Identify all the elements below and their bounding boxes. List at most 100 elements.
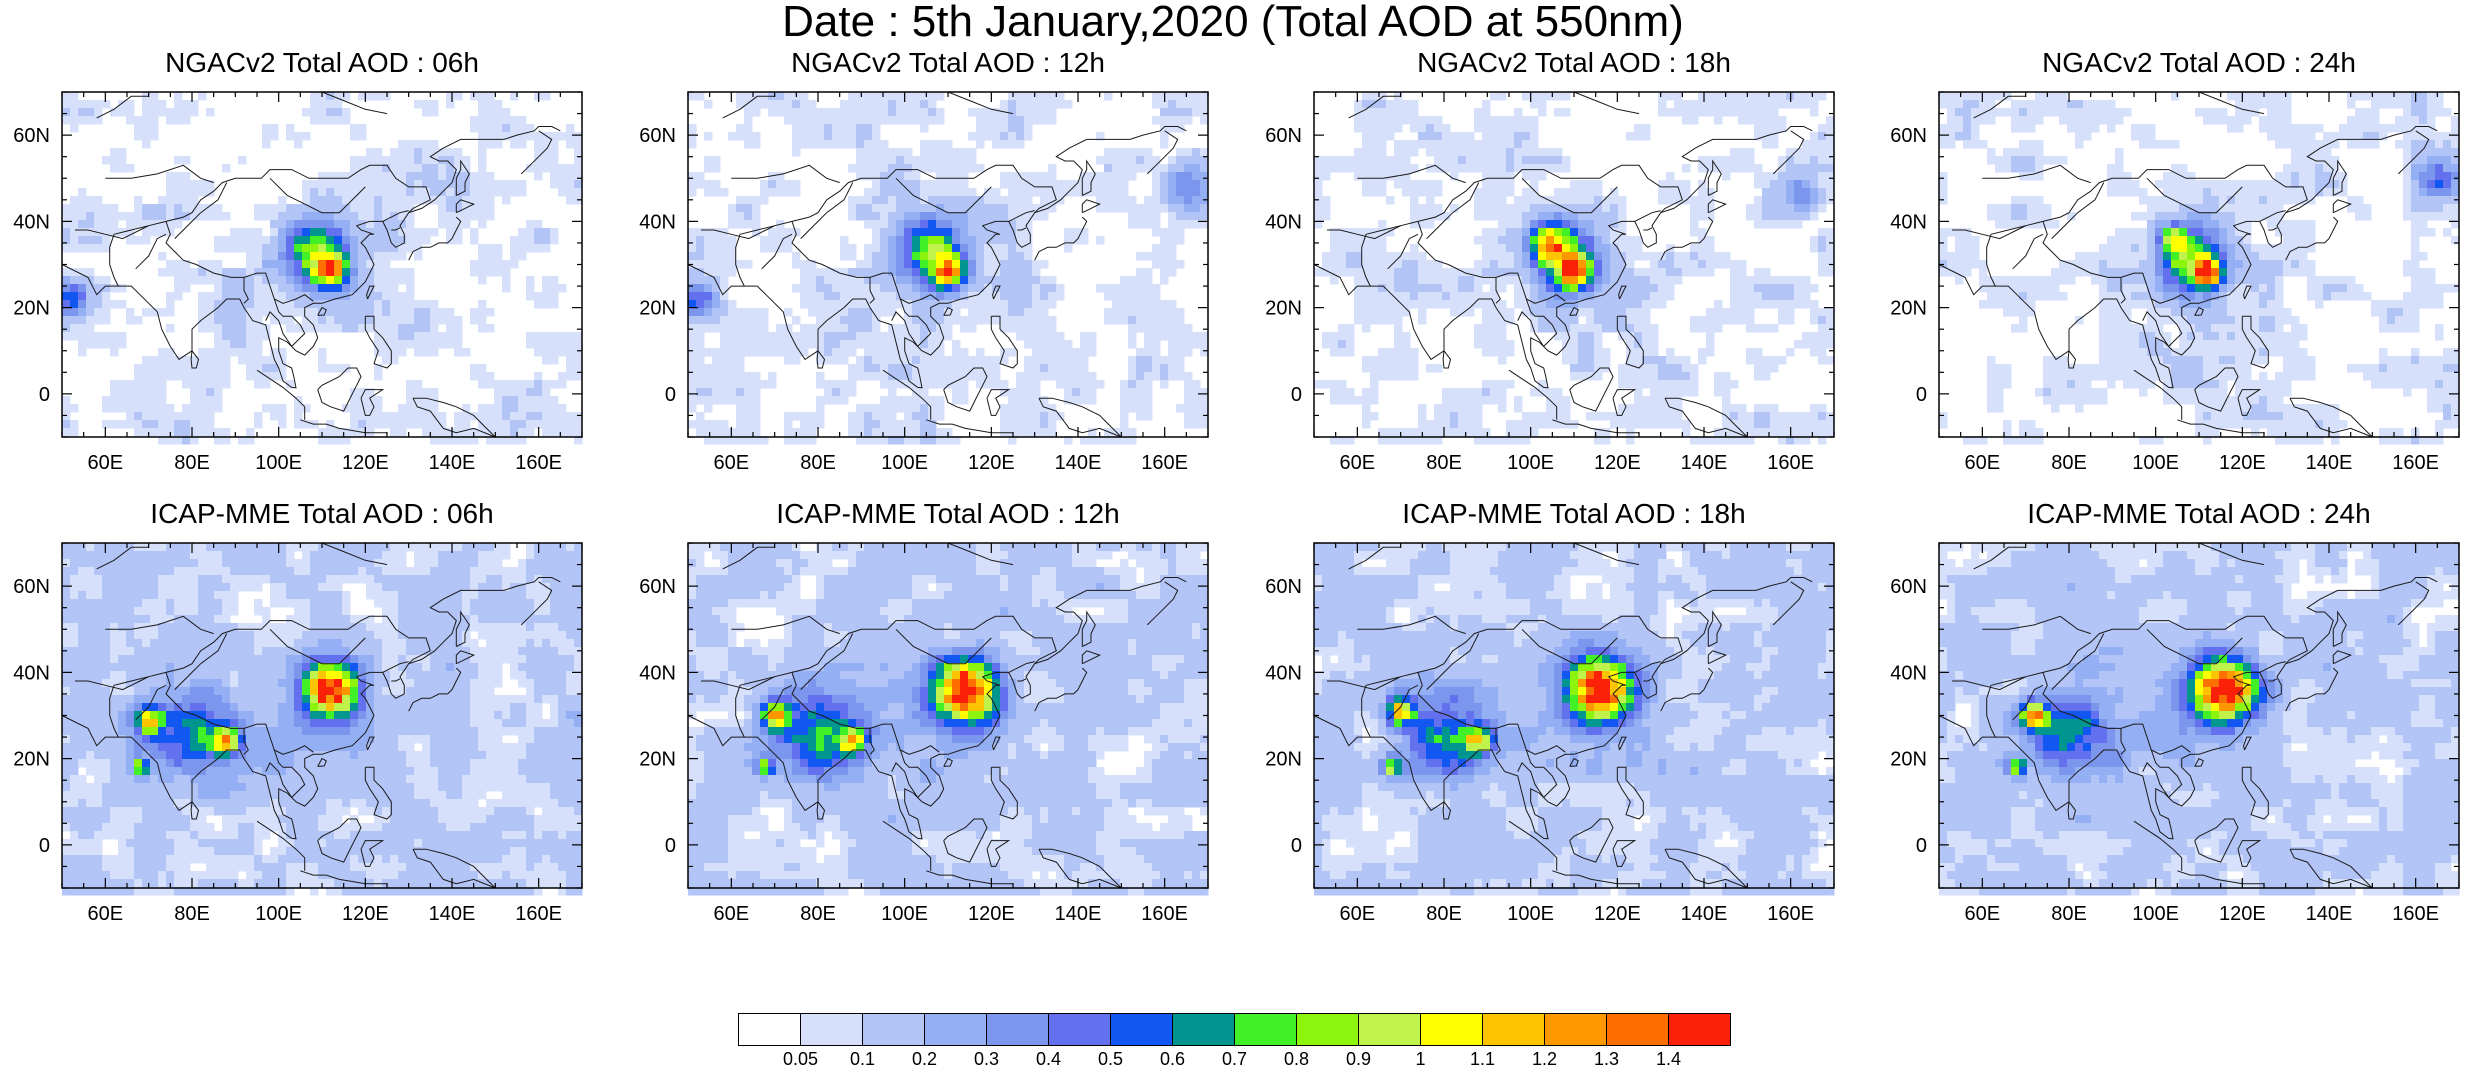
colorbar-swatch (1172, 1013, 1235, 1046)
y-tick-label: 40N (639, 662, 676, 684)
y-tick-label: 60N (13, 125, 50, 147)
colorbar-label: 0.05 (783, 1049, 818, 1065)
aod-map: 60E 80E 100E 120E 140E 160E 60N 40N 20N 0 (13, 91, 583, 474)
x-tick-label: 120E (2219, 452, 2266, 474)
x-tick-label: 80E (174, 452, 210, 474)
y-tick-label: 20N (13, 298, 50, 320)
y-tick-label: 40N (1265, 211, 1302, 233)
colorbar-swatch (1296, 1013, 1359, 1046)
axis-ticks (1938, 91, 2460, 438)
x-tick-label: 80E (800, 452, 836, 474)
y-tick-label: 60N (639, 576, 676, 598)
colorbar-label: 0.8 (1284, 1049, 1309, 1065)
colorbar-label: 0.3 (974, 1049, 999, 1065)
x-tick-label: 100E (1507, 903, 1554, 925)
y-tick-label: 60N (1265, 576, 1302, 598)
colorbar-label: 0.4 (1036, 1049, 1061, 1065)
aod-map: 60E 80E 100E 120E 140E 160E 60N 40N 20N 0 (639, 91, 1209, 474)
y-tick-label: 0 (665, 835, 676, 857)
x-tick-label: 160E (2392, 903, 2439, 925)
colorbar-swatch (1110, 1013, 1173, 1046)
aod-field (62, 92, 583, 445)
aod-map: 60E 80E 100E 120E 140E 160E 60N 40N 20N 0 (1265, 542, 1835, 925)
x-tick-label: 140E (1681, 452, 1728, 474)
aod-field (1939, 543, 2460, 896)
coastlines (1938, 542, 2438, 889)
x-tick-label: 160E (1767, 903, 1814, 925)
colorbar-swatch (1482, 1013, 1545, 1046)
y-tick-label: 0 (39, 384, 50, 406)
y-tick-label: 20N (639, 298, 676, 320)
y-tick-label: 0 (1291, 835, 1302, 857)
y-tick-label: 60N (1890, 125, 1927, 147)
x-tick-label: 140E (2306, 903, 2353, 925)
axis-ticks (1313, 542, 1835, 889)
x-tick-label: 80E (174, 903, 210, 925)
x-tick-label: 60E (1965, 903, 2001, 925)
colorbar-swatch (800, 1013, 863, 1046)
x-tick-label: 80E (800, 903, 836, 925)
x-tick-label: 160E (1141, 903, 1188, 925)
panel-title: ICAP-MME Total AOD : 12h (776, 498, 1120, 529)
axis-ticks (687, 542, 1209, 889)
axis-ticks (1313, 91, 1835, 438)
colorbar-swatch (862, 1013, 925, 1046)
y-tick-label: 40N (1265, 662, 1302, 684)
colorbar-label: 0.9 (1346, 1049, 1371, 1065)
colorbar-label: 0.2 (912, 1049, 937, 1065)
aod-field (688, 543, 1209, 896)
y-tick-label: 0 (1916, 835, 1927, 857)
x-tick-label: 120E (2219, 903, 2266, 925)
y-tick-label: 60N (13, 576, 50, 598)
y-tick-label: 0 (665, 384, 676, 406)
y-tick-label: 60N (1265, 125, 1302, 147)
axis-ticks (61, 542, 583, 889)
x-tick-label: 60E (1965, 452, 2001, 474)
x-tick-label: 60E (88, 452, 124, 474)
colorbar-label: 0.5 (1098, 1049, 1123, 1065)
aod-map: 60E 80E 100E 120E 140E 160E 60N 40N 20N 0 (1265, 91, 1835, 474)
panel-title: ICAP-MME Total AOD : 18h (1402, 498, 1746, 529)
y-tick-label: 0 (1291, 384, 1302, 406)
colorbar-label: 1.3 (1594, 1049, 1619, 1065)
x-tick-label: 80E (2051, 452, 2087, 474)
x-tick-label: 160E (1767, 452, 1814, 474)
colorbar-swatch (986, 1013, 1049, 1046)
x-tick-label: 60E (714, 452, 750, 474)
x-tick-label: 140E (429, 903, 476, 925)
y-tick-label: 20N (1890, 298, 1927, 320)
x-tick-label: 160E (2392, 452, 2439, 474)
axis-ticks (61, 91, 583, 438)
y-tick-label: 60N (639, 125, 676, 147)
aod-map: 60E 80E 100E 120E 140E 160E 60N 40N 20N 0 (1890, 91, 2460, 474)
aod-field (1314, 543, 1835, 896)
x-tick-label: 100E (881, 452, 928, 474)
x-tick-label: 100E (881, 903, 928, 925)
colorbar-label: 0.1 (850, 1049, 875, 1065)
colorbar-label: 1.4 (1656, 1049, 1681, 1065)
aod-field (688, 92, 1209, 445)
colorbar-label: 0.6 (1160, 1049, 1185, 1065)
colorbar-swatch (1234, 1013, 1297, 1046)
x-tick-label: 140E (1055, 452, 1102, 474)
y-tick-label: 20N (13, 749, 50, 771)
y-tick-label: 40N (13, 662, 50, 684)
panel-title: NGACv2 Total AOD : 12h (791, 47, 1105, 78)
y-tick-label: 40N (13, 211, 50, 233)
aod-map: 60E 80E 100E 120E 140E 160E 60N 40N 20N 0 (1890, 542, 2460, 925)
y-tick-label: 40N (1890, 211, 1927, 233)
y-tick-label: 40N (639, 211, 676, 233)
x-tick-label: 140E (429, 452, 476, 474)
colorbar-legend: 0.05 0.1 0.2 0.3 0.4 0.5 0.6 0.7 0.8 0.9 1 1.1 1.2 1.… (738, 1013, 1731, 1065)
x-tick-label: 120E (968, 903, 1015, 925)
x-tick-label: 120E (342, 903, 389, 925)
x-tick-label: 100E (1507, 452, 1554, 474)
colorbar-swatch (1606, 1013, 1669, 1046)
y-tick-label: 60N (1890, 576, 1927, 598)
colorbar-swatch (1668, 1013, 1731, 1046)
colorbar-swatch (1048, 1013, 1111, 1046)
figure-title: Date : 5th January,2020 (Total AOD at 55… (782, 0, 1684, 46)
colorbar-label: 1.2 (1532, 1049, 1557, 1065)
x-tick-label: 60E (714, 903, 750, 925)
colorbar-swatch (1420, 1013, 1483, 1046)
